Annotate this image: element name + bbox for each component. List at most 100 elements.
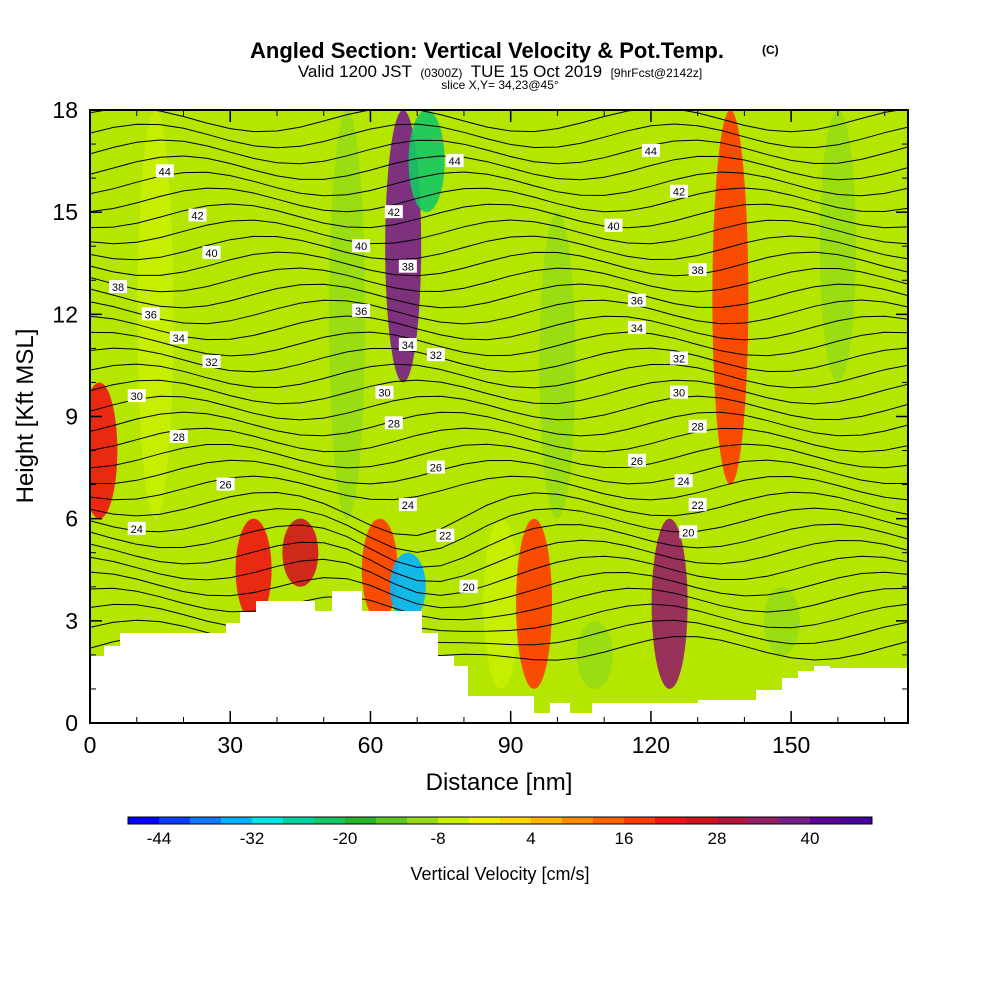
svg-text:24: 24 xyxy=(131,524,143,536)
velocity-band-13 xyxy=(651,518,688,689)
svg-text:32: 32 xyxy=(205,357,217,369)
colorbar-swatch xyxy=(500,817,532,824)
subtitle-forecast: [9hrFcst@2142z] xyxy=(611,66,703,80)
theta-contours: 44 42 40 38 36 34 32 30 28 26 24 44 42 40 38 36 34 32 30 28… xyxy=(90,110,908,661)
theta-contour-label: 22 xyxy=(436,528,455,543)
velocity-band-3 xyxy=(282,518,319,587)
theta-contour-label: 30 xyxy=(127,389,146,403)
svg-text:38: 38 xyxy=(402,262,414,274)
theta-contour-label: 30 xyxy=(375,385,394,400)
theta-contour-line xyxy=(90,283,908,309)
colorbar-swatch xyxy=(469,817,501,824)
theta-contour-label: 44 xyxy=(155,164,174,178)
svg-text:32: 32 xyxy=(430,350,442,362)
colorbar-tick-label: 16 xyxy=(615,829,634,848)
theta-contour-label: 30 xyxy=(669,385,688,400)
x-tick-label: 120 xyxy=(632,732,670,758)
theta-contour-label: 28 xyxy=(384,416,403,430)
colorbar-swatch xyxy=(717,817,749,824)
colorbar-swatch xyxy=(779,817,811,824)
svg-text:28: 28 xyxy=(388,418,400,430)
svg-text:34: 34 xyxy=(173,333,185,345)
y-axis-title: Height [Kft MSL] xyxy=(12,329,39,504)
svg-text:24: 24 xyxy=(402,500,414,512)
colorbar-frame xyxy=(127,816,873,825)
colorbar-swatch xyxy=(159,817,191,824)
theta-contour-label: 38 xyxy=(398,259,417,274)
colorbar-swatch xyxy=(190,817,222,824)
svg-text:20: 20 xyxy=(462,582,474,594)
colorbar-tick-label: 4 xyxy=(526,829,535,848)
theta-contour-line xyxy=(90,155,908,181)
theta-contour-label: 26 xyxy=(627,453,646,468)
theta-contour-line xyxy=(90,523,908,568)
svg-text:36: 36 xyxy=(355,306,367,318)
svg-text:30: 30 xyxy=(131,391,143,403)
theta-contour-label: 40 xyxy=(202,246,221,260)
svg-text:30: 30 xyxy=(378,388,390,400)
colorbar-tick-label: -8 xyxy=(430,829,445,848)
colorbar-swatch xyxy=(748,817,780,824)
theta-contour-label: 38 xyxy=(109,280,128,294)
theta-contour-label: 24 xyxy=(398,498,417,512)
svg-text:38: 38 xyxy=(112,282,124,294)
colorbar-swatch xyxy=(314,817,346,824)
svg-text:44: 44 xyxy=(159,166,171,178)
velocity-band-9 xyxy=(483,518,520,689)
x-tick-label: 60 xyxy=(358,732,384,758)
colorbar: -44 -32 -20 -8 4 16 28 40 xyxy=(127,816,873,848)
theta-contour-line xyxy=(90,539,908,583)
colorbar-swatch xyxy=(841,817,873,824)
theta-contour-line xyxy=(90,203,908,229)
theta-contour-label: 44 xyxy=(445,154,464,168)
velocity-band-10 xyxy=(516,518,553,689)
theta-contour-label: 42 xyxy=(669,184,688,199)
x-tick-label: 150 xyxy=(772,732,810,758)
x-axis-title: Distance [nm] xyxy=(426,769,573,796)
theta-contour-label: 40 xyxy=(604,218,623,233)
y-tick-label: 3 xyxy=(65,608,78,634)
theta-contour-label: 24 xyxy=(127,521,146,536)
y-tick-label: 0 xyxy=(65,710,78,736)
theta-contour-line xyxy=(90,411,908,437)
theta-contour-line xyxy=(90,171,908,197)
theta-contour-label: 24 xyxy=(674,474,693,488)
theta-contour-line xyxy=(90,347,908,373)
theta-contour-line xyxy=(90,507,908,553)
y-tick-label: 18 xyxy=(52,97,78,123)
theta-contour-line xyxy=(90,219,908,245)
colorbar-tick-label: -20 xyxy=(333,829,358,848)
theta-contour-line xyxy=(90,587,908,621)
velocity-band-16 xyxy=(819,110,856,383)
theta-contour-line xyxy=(90,363,908,389)
colorbar-swatch xyxy=(562,817,594,824)
theta-contour-label: 32 xyxy=(426,348,445,362)
theta-contour-line xyxy=(90,123,908,149)
theta-contour-line xyxy=(90,251,908,277)
svg-text:42: 42 xyxy=(191,211,203,223)
y-tick-label: 6 xyxy=(65,506,78,532)
theta-contour-label: 36 xyxy=(141,307,160,321)
theta-contour-label: 22 xyxy=(688,498,707,512)
velocity-band-4 xyxy=(329,110,366,519)
theta-contour-line xyxy=(90,235,908,261)
svg-text:22: 22 xyxy=(439,531,451,543)
colorbar-swatch xyxy=(221,817,253,824)
colorbar-swatch xyxy=(810,817,842,824)
theta-contour-line xyxy=(90,571,908,609)
velocity-band-2 xyxy=(235,518,272,621)
svg-text:44: 44 xyxy=(645,146,657,158)
terrain-mask xyxy=(90,591,908,723)
theta-contour-line xyxy=(90,267,908,293)
theta-contour-line xyxy=(90,331,908,357)
colorbar-swatch xyxy=(345,817,377,824)
chart-slice-info: slice X,Y= 34,23@45° xyxy=(441,78,559,92)
theta-contour-label: 44 xyxy=(641,143,660,158)
theta-contour-label: 26 xyxy=(216,477,235,492)
colorbar-swatch xyxy=(376,817,408,824)
svg-text:32: 32 xyxy=(673,354,685,366)
velocity-band-15 xyxy=(763,586,800,655)
theta-contour-line xyxy=(90,459,908,485)
theta-contour-line xyxy=(90,395,908,421)
